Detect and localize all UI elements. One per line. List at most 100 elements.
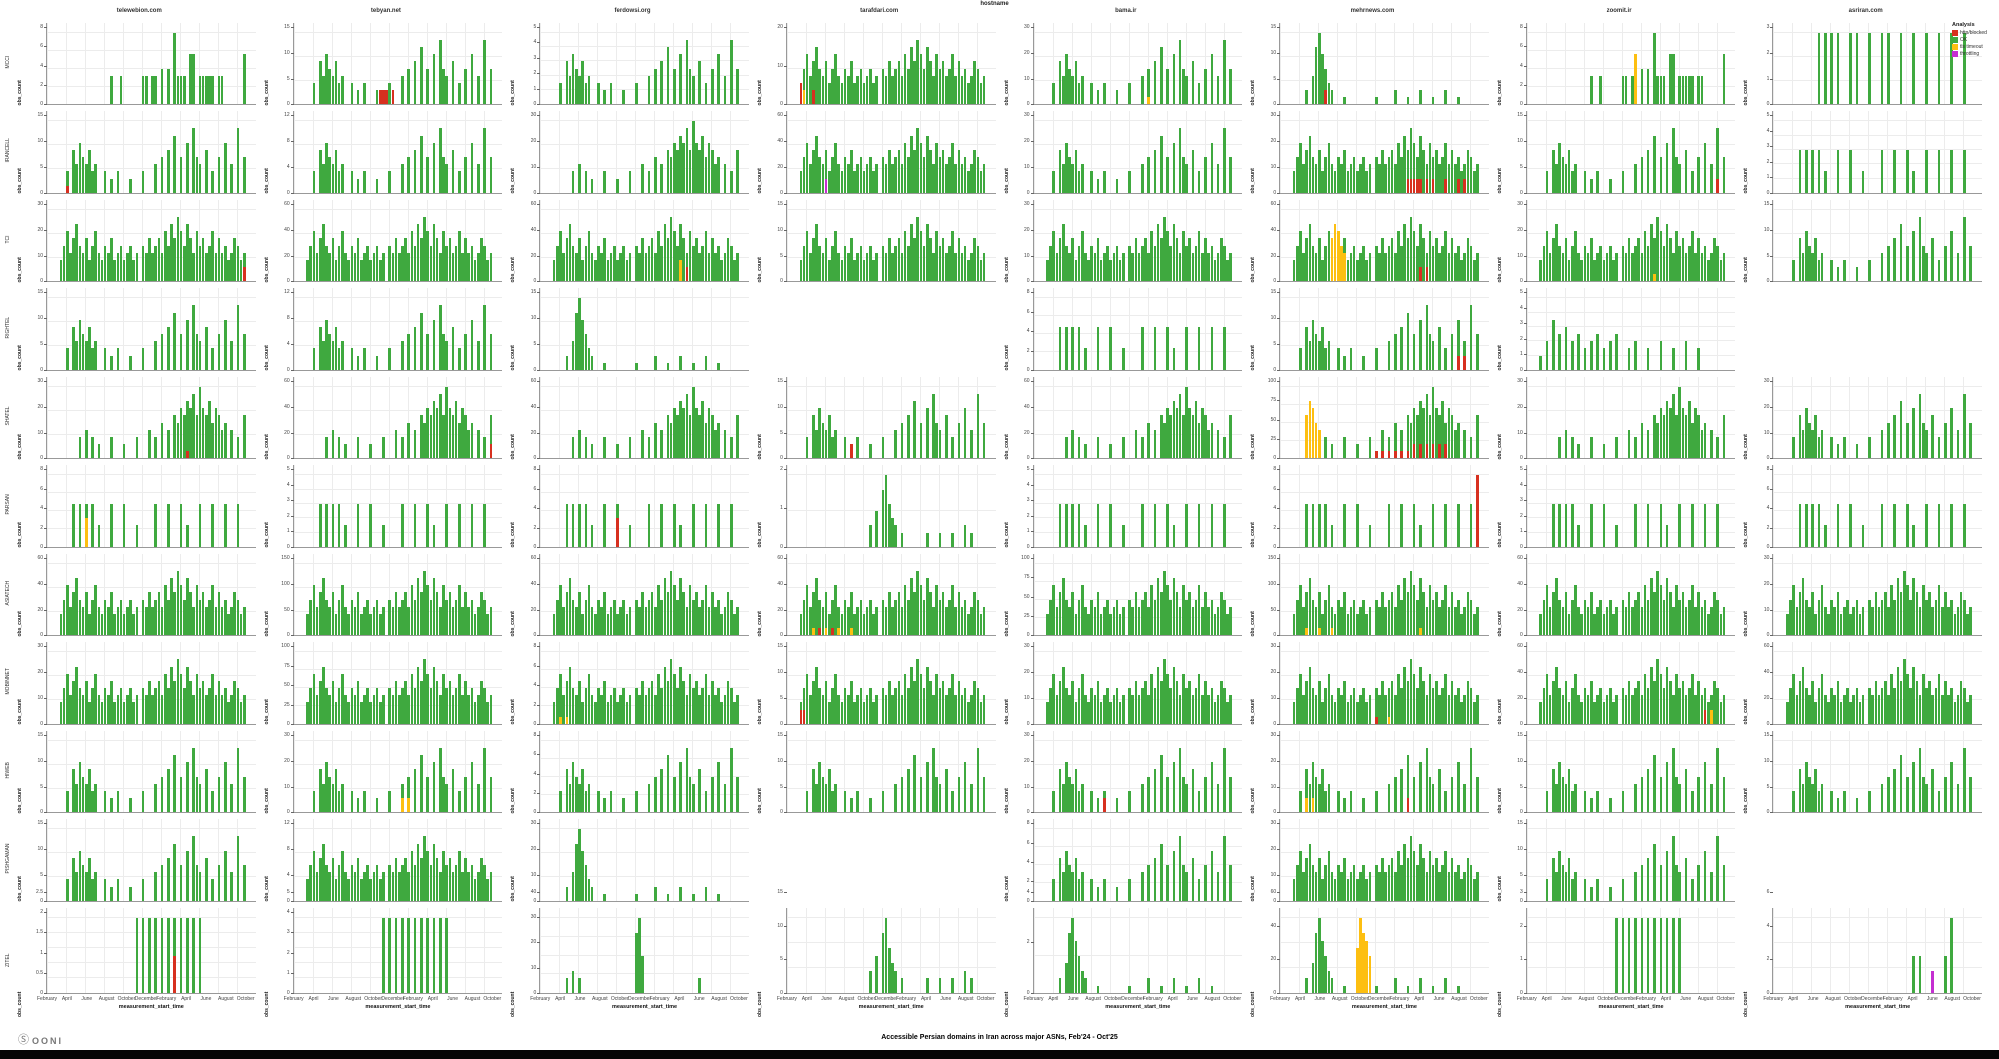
horizontal-gridline xyxy=(1526,67,1736,69)
y-tick-label: 0 xyxy=(1026,897,1030,904)
horizontal-gridline xyxy=(293,962,503,964)
bar xyxy=(1811,252,1814,282)
facet-chart: obs_count 0 5 10 15 xyxy=(1742,726,1989,815)
bar xyxy=(565,886,569,901)
bar xyxy=(107,252,110,282)
y-tick-label: 4 xyxy=(1026,859,1030,866)
facet-chart: obs_count 0 5 10 15 xyxy=(16,814,263,903)
y-tick-label: 0 xyxy=(1026,455,1030,462)
y-tick-label: 8 xyxy=(286,138,290,145)
y-tick-label: 0 xyxy=(1766,720,1770,727)
bar xyxy=(1694,252,1697,282)
y-tick-label: 5 xyxy=(1026,466,1030,473)
y-tick-mark xyxy=(1030,577,1034,579)
bar xyxy=(1084,252,1087,282)
y-tick-label: 3 xyxy=(286,929,290,936)
bar xyxy=(391,606,395,636)
y-tick-mark xyxy=(783,380,787,382)
bar xyxy=(205,149,208,193)
bar xyxy=(1055,695,1059,724)
bar xyxy=(1665,142,1669,193)
y-tick-mark xyxy=(1030,292,1034,294)
bar xyxy=(1381,238,1384,282)
bar xyxy=(1425,606,1429,636)
bar xyxy=(1915,680,1919,724)
bar xyxy=(1466,149,1470,193)
bar xyxy=(1374,865,1378,901)
facet-chart xyxy=(756,283,1003,371)
y-tick-label: 0 xyxy=(1273,189,1277,196)
bar xyxy=(1090,599,1093,636)
bar xyxy=(581,319,584,370)
x-tick-label: April xyxy=(181,995,192,1002)
bar xyxy=(1599,599,1603,636)
bar xyxy=(1159,47,1163,105)
bar xyxy=(590,606,594,636)
bar xyxy=(1463,429,1467,459)
bar xyxy=(1052,231,1056,282)
y-tick-label: 100 xyxy=(1267,377,1277,384)
y-tick-mark xyxy=(783,786,787,788)
bar xyxy=(1691,422,1694,459)
bar xyxy=(1412,776,1416,813)
y-tick-label: 0 xyxy=(1766,543,1770,550)
bar xyxy=(356,680,360,724)
bar xyxy=(894,783,897,813)
bar xyxy=(1330,444,1334,459)
y-tick-mark xyxy=(290,704,294,706)
bar xyxy=(1605,695,1609,724)
y-axis-label: obs_count xyxy=(1496,522,1503,548)
bar xyxy=(1637,592,1640,636)
bar xyxy=(1103,695,1106,724)
horizontal-gridline xyxy=(1773,528,1982,530)
y-tick-label: 0 xyxy=(1273,455,1277,462)
bar xyxy=(356,178,360,193)
y-tick-mark xyxy=(1030,881,1034,883)
bar xyxy=(1431,985,1435,993)
bar xyxy=(910,666,913,724)
bar xyxy=(423,216,426,282)
bar xyxy=(445,245,448,282)
y-tick-mark xyxy=(290,369,294,371)
bar xyxy=(941,680,945,724)
bar xyxy=(682,592,686,636)
bar xyxy=(1678,245,1682,282)
plot-area xyxy=(1525,199,1736,283)
horizontal-gridline xyxy=(1033,739,1243,741)
bar xyxy=(1409,178,1413,193)
bar xyxy=(1144,592,1147,636)
y-tick-label: 3 xyxy=(1766,23,1770,30)
bar xyxy=(1381,149,1384,193)
bar xyxy=(973,238,976,282)
y-tick-mark xyxy=(1030,900,1034,902)
bar xyxy=(1956,606,1960,636)
bar xyxy=(1653,415,1656,459)
bar xyxy=(1431,503,1435,547)
bar xyxy=(1460,702,1463,724)
plot-area xyxy=(785,111,996,194)
bar xyxy=(1969,245,1972,282)
bar xyxy=(179,75,183,105)
bar xyxy=(1567,613,1571,636)
bar xyxy=(951,54,954,105)
bar xyxy=(189,238,192,282)
bar xyxy=(1849,32,1852,105)
bar xyxy=(704,673,708,724)
y-tick-mark xyxy=(290,685,294,687)
bar xyxy=(480,680,483,724)
horizontal-gridline xyxy=(1280,79,1489,81)
bar xyxy=(1586,606,1590,636)
x-tick-label: October xyxy=(117,995,136,1002)
y-tick-label: 1.5 xyxy=(36,929,43,936)
bar xyxy=(1393,252,1397,282)
bar xyxy=(603,238,607,282)
y-tick-label: 20 xyxy=(284,252,290,259)
plot-area xyxy=(539,819,749,902)
bar xyxy=(1185,245,1188,282)
y-tick-mark xyxy=(44,609,47,611)
bar xyxy=(1438,326,1441,370)
y-tick-mark xyxy=(1277,672,1281,674)
bar xyxy=(1634,54,1637,105)
bar xyxy=(726,238,730,282)
y-tick-label: 2 xyxy=(1766,524,1770,531)
